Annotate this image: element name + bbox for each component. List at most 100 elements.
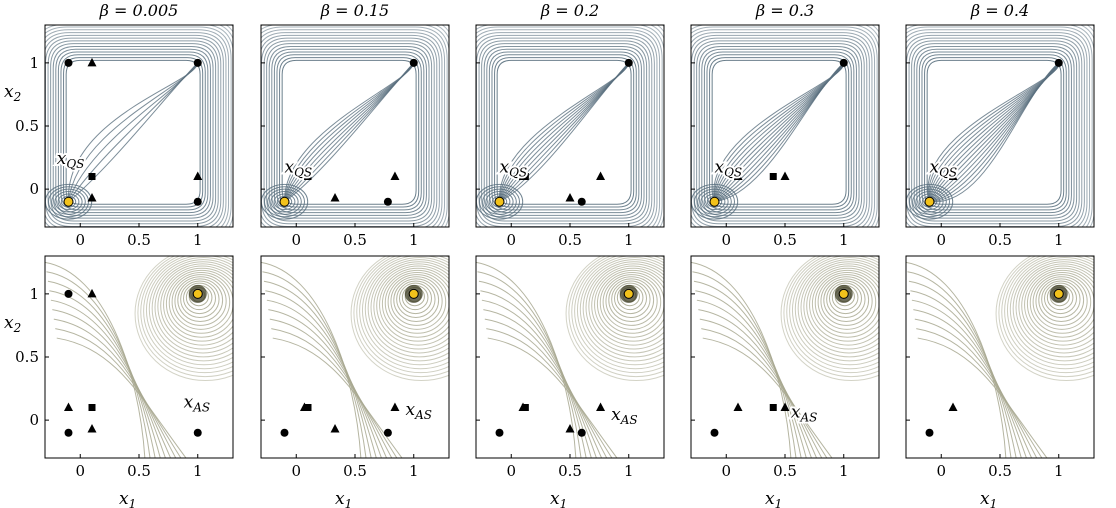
attractor-contour [163, 267, 233, 342]
bottom-contour-sweep [906, 261, 1007, 458]
top-contour-ring [913, 45, 1075, 219]
attractor-contour [1038, 278, 1085, 322]
top-contour-ring [45, 26, 232, 227]
x-tick-label: 0 [506, 231, 516, 249]
top-contour-ring [481, 43, 648, 222]
qs-well-contour [273, 193, 296, 211]
bottom-contour-sweep [917, 337, 1048, 458]
x-tick-label: 0 [721, 231, 731, 249]
square-marker [88, 173, 96, 180]
triangle-marker [733, 171, 743, 180]
circle-marker [495, 428, 504, 437]
attractor-contour [1001, 256, 1094, 374]
beta-title: β = 0.2 [540, 1, 599, 20]
qs-point [279, 196, 290, 207]
top-contour-ring [273, 51, 425, 214]
top-contour-ring [911, 43, 1078, 222]
triangle-marker [596, 402, 606, 411]
qs-well-contour [921, 195, 938, 208]
attractor-contour [602, 274, 662, 330]
square-marker [521, 173, 529, 180]
bottom-contour-sweep [695, 290, 807, 458]
qs-well-contour [909, 186, 950, 218]
x-tick-label: 0 [506, 462, 516, 480]
attractor-contour [783, 256, 879, 378]
bottom-contour-sweep [47, 280, 156, 458]
attractor-contour [611, 280, 651, 319]
attractor-contour [393, 278, 440, 322]
attractor-contour [1024, 267, 1094, 342]
attractor-contour [829, 282, 862, 315]
attractor-contour [160, 265, 233, 346]
top-contour-lens [928, 62, 1060, 202]
circle-marker [193, 428, 202, 437]
attractor-contour [396, 280, 436, 319]
attractor-contour [180, 280, 220, 319]
x-tick-label: 1 [1054, 231, 1064, 249]
top-contour-ring [476, 34, 655, 227]
attractor-contour [565, 256, 664, 382]
attractor-point [838, 288, 849, 299]
top-contour-ring [261, 34, 440, 227]
panel-bottom-4: 0 0.5 1 x1 xAS [690, 255, 880, 508]
panel-top-5: 0 0.5 1 β = 0.4 xQS [905, 1, 1095, 249]
attractor-contour [399, 282, 432, 315]
y-tick-label: 0 [29, 411, 39, 429]
bottom-contour-sweep [907, 271, 1012, 458]
attractor-contour [608, 278, 655, 322]
triangle-marker [87, 423, 97, 433]
qs-label: xQS [57, 149, 85, 171]
attractor-contour [791, 256, 879, 366]
triangle-marker [330, 192, 340, 202]
qs-well-contour [700, 191, 729, 213]
triangle-marker [330, 423, 340, 433]
top-contour-ring [476, 32, 658, 227]
attractor-contour [599, 271, 664, 334]
attractor-contour [376, 265, 449, 346]
top-contour-ring [916, 48, 1072, 216]
x-tick-label: 0.5 [773, 231, 797, 249]
x-tick-label: 0.5 [127, 462, 151, 480]
bottom-contour-sweep [483, 309, 603, 458]
top-contour-ring [476, 25, 664, 227]
attractor-contour [387, 274, 447, 330]
attractor-contour [582, 259, 664, 358]
bottom-contour-sweep [53, 318, 177, 458]
as-label: xAS [406, 400, 432, 422]
attractor-contour [1026, 269, 1094, 338]
attractor-contour [594, 267, 664, 342]
as-label: xAS [611, 405, 637, 427]
attractor-contour [811, 269, 879, 338]
attractor-contour [151, 259, 233, 358]
bottom-contour-sweep [480, 290, 592, 458]
top-contour-ring [478, 40, 650, 225]
top-contour-ring [476, 26, 663, 227]
y-tick-label: 1 [29, 54, 39, 72]
qs-well-contour [51, 188, 86, 215]
attractor-contour [568, 256, 664, 378]
x-tick-label: 0.5 [558, 462, 582, 480]
x-tick-label: 1 [1054, 462, 1064, 480]
bottom-contour-sweep [698, 309, 818, 458]
attractor-point [408, 288, 419, 299]
attractor-contour [1029, 271, 1094, 334]
qs-well-contour [479, 186, 520, 218]
attractor-contour [789, 256, 879, 370]
circle-marker [193, 58, 202, 67]
qs-well-contour [264, 186, 305, 218]
x-tick-label: 0 [721, 462, 731, 480]
top-contour-ring [276, 54, 422, 211]
x-axis-label: x1 [119, 489, 136, 508]
panel-top-4: 0 0.5 1 β = 0.3 xQS [690, 1, 880, 249]
top-contour-ring [691, 29, 876, 227]
y-axis-label: x2 [4, 82, 21, 104]
x-tick-label: 0.5 [773, 462, 797, 480]
top-contour-ring [691, 25, 879, 227]
bottom-contour-sweep [486, 328, 613, 458]
attractor-contour [1009, 257, 1094, 362]
bottom-contour-sweep [56, 337, 187, 458]
top-contour-ring [691, 26, 878, 227]
beta-title: β = 0.005 [99, 1, 179, 20]
square-marker [88, 404, 96, 411]
top-contour-ring [906, 26, 1093, 227]
